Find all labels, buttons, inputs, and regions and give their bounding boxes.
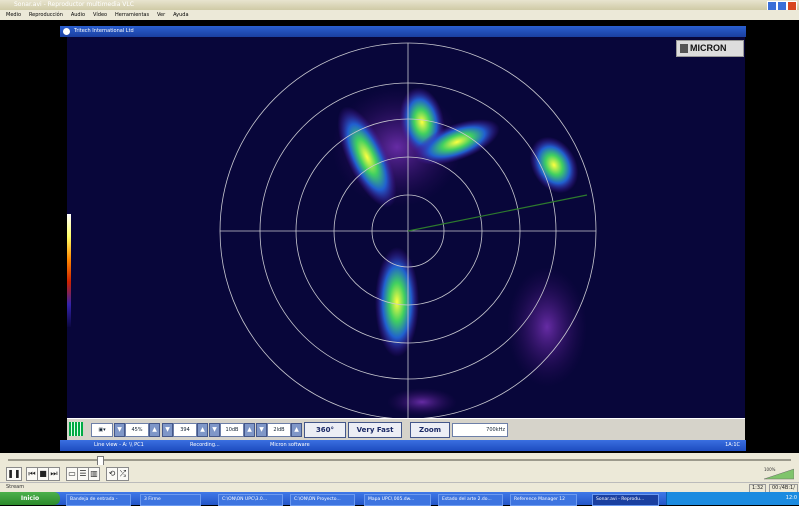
menu-ver[interactable]: Ver — [157, 12, 166, 18]
status-indicator-icon — [69, 422, 83, 436]
inner-task-lineview[interactable]: Line view - A: \\ PC1 — [94, 442, 144, 448]
contrast-value: 2ldB — [267, 423, 291, 437]
range-value: 394 — [173, 423, 197, 437]
level-down-button[interactable]: ▼ — [209, 423, 220, 437]
echo-return — [414, 119, 500, 165]
task-firme[interactable]: 3 Firme — [140, 494, 201, 506]
frequency-value: 700kHz — [486, 427, 505, 433]
seek-bar[interactable] — [8, 459, 791, 461]
logo-mark-icon — [680, 44, 688, 53]
sonar-window-title: Tritech International Ltd — [74, 28, 134, 34]
extended-settings-icon[interactable]: ▥ — [88, 467, 100, 481]
start-button[interactable]: Inicio — [0, 492, 60, 505]
inner-clock: 1A:1C — [725, 442, 740, 448]
task-inbox[interactable]: Bandeja de entrada - — [66, 494, 131, 506]
frequency-slider[interactable]: 700kHz — [452, 423, 508, 437]
window-title: Sonar.avi - Reproductor multimedia VLC — [14, 1, 134, 8]
speed-button[interactable]: Very Fast — [348, 422, 402, 438]
sector-button[interactable]: 360° — [304, 422, 346, 438]
contrast-up-button[interactable]: ▲ — [291, 423, 302, 437]
window-titlebar: Sonar.avi - Reproductor multimedia VLC — [0, 0, 799, 11]
task-folder-2[interactable]: C:\ON\ON Proyecto... — [290, 494, 355, 506]
menu-audio[interactable]: Audio — [70, 12, 86, 18]
contrast-down-button[interactable]: ▼ — [256, 423, 267, 437]
echo-haze — [507, 267, 587, 387]
mode-selector[interactable]: ▣▾ — [91, 423, 113, 437]
gain-down-button[interactable]: ▼ — [114, 423, 125, 437]
task-reference-manager[interactable]: Reference Manager 12 — [510, 494, 577, 506]
micron-logo: MICRON — [676, 40, 744, 57]
echo-return — [529, 136, 579, 194]
sweep-line — [407, 194, 588, 232]
level-up-button[interactable]: ▲ — [244, 423, 255, 437]
range-down-button[interactable]: ▼ — [162, 423, 173, 437]
task-vlc[interactable]: Sonar.avi - Reprodu... — [592, 494, 659, 506]
inner-task-recording[interactable]: Recording... — [190, 442, 220, 448]
task-estado[interactable]: Estado del arte 2.do... — [438, 494, 503, 506]
system-tray: 12:0 — [666, 492, 799, 505]
echo-haze — [387, 388, 457, 416]
menu-medio[interactable]: Medio — [6, 12, 22, 18]
gain-up-button[interactable]: ▲ — [149, 423, 160, 437]
next-icon[interactable]: ⏭ — [48, 467, 60, 481]
playback-controls: ❚❚ ⏮ ■ ⏭ ▭ ☰ ▥ ⟲ ⤮ — [0, 465, 799, 482]
menu-video[interactable]: Vídeo — [92, 12, 108, 18]
menu-reproduccion[interactable]: Reproducción — [28, 12, 63, 18]
stream-status: Stream — [6, 484, 25, 490]
task-folder-1[interactable]: C:\ON\ON UPC\3.0... — [218, 494, 283, 506]
volume-slider[interactable]: 100% — [763, 467, 795, 480]
menu-herramientas[interactable]: Herramientas — [115, 12, 150, 18]
inner-task-micron[interactable]: Micron software — [270, 442, 310, 448]
sonar-plot — [219, 42, 597, 420]
left-strip — [60, 37, 67, 418]
task-mapa[interactable]: Mapa UPC\ 005.dw... — [364, 494, 431, 506]
os-clock: 12:0 — [785, 495, 797, 501]
gain-value: 45% — [125, 423, 149, 437]
menu-ayuda[interactable]: Ayuda — [173, 12, 189, 18]
sonar-control-bar: ▣▾ ▼ 45% ▲ ▼ 394 ▲ ▼ 10dB ▲ ▼ 2ldB ▲ 360… — [67, 418, 745, 441]
color-scale-bar — [67, 214, 71, 327]
sonar-taskbar: Line view - A: \\ PC1 Recording... Micro… — [60, 440, 746, 451]
sonar-display[interactable] — [67, 37, 745, 420]
shuffle-icon[interactable]: ⤮ — [117, 467, 129, 481]
fullscreen-icon[interactable]: ▭ — [66, 467, 78, 481]
volume-value: 100% — [764, 467, 776, 472]
menu-bar: Medio Reproducción Audio Vídeo Herramien… — [0, 10, 799, 20]
sonar-window-titlebar: Tritech International Ltd — [60, 26, 746, 37]
echo-return — [375, 247, 419, 357]
zoom-button[interactable]: Zoom — [410, 422, 450, 438]
pause-icon[interactable]: ❚❚ — [6, 467, 22, 481]
app-icon — [63, 28, 70, 35]
level-value: 10dB — [220, 423, 244, 437]
range-up-button[interactable]: ▲ — [197, 423, 208, 437]
echo-return — [337, 106, 397, 208]
